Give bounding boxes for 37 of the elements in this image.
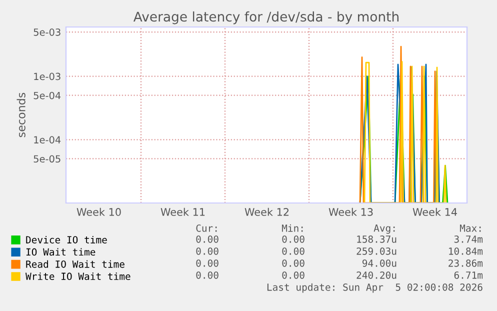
text: 10.84m [449, 247, 483, 255]
legend-label: Device IO time [26, 236, 107, 244]
text: Avg: [374, 224, 395, 234]
text: Cur: [196, 224, 217, 232]
text: Max: [460, 224, 481, 232]
chart-title: Average latency for /dev/sda - by month [133, 11, 399, 24]
text: Min: [282, 224, 303, 232]
x-tick-label: Week 11 [160, 208, 205, 216]
text: 94.00u [362, 259, 396, 267]
x-tick-label: Week 12 [244, 208, 289, 216]
y-axis-title: seconds [16, 92, 26, 138]
legend-label: IO Wait time [26, 248, 96, 256]
x-tick-label: Week 14 [412, 208, 457, 216]
legend-label: Read IO Wait time [26, 260, 124, 268]
text: 0.00 [282, 259, 304, 267]
text: 0.00 [196, 235, 218, 243]
text: 240.20u [356, 271, 396, 279]
text: Last update: Sun Apr 5 02:00:08 2026 [267, 283, 482, 293]
text: 23.86m [448, 259, 483, 267]
text: 259.03u [356, 247, 396, 255]
text: 0.00 [196, 271, 218, 279]
text: 0.00 [196, 247, 218, 255]
y-tick-label: 1e-04 [34, 136, 61, 144]
text: 3.74m [454, 235, 483, 243]
text: 0.00 [282, 271, 304, 279]
y-tick-label: 5e-03 [34, 28, 60, 36]
x-tick-label: Week 10 [76, 208, 121, 216]
y-tick-label: 5e-05 [34, 155, 60, 163]
y-tick-label: 1e-03 [34, 72, 60, 80]
legend-label: Write IO Wait time [26, 272, 130, 280]
y-tick-label: 5e-04 [34, 92, 61, 100]
x-tick-label: Week 13 [328, 208, 373, 216]
text: 6.71m [454, 271, 483, 279]
text: 0.00 [196, 259, 218, 267]
text: 0.00 [282, 235, 304, 243]
text: 158.37u [357, 235, 396, 243]
text: 0.00 [282, 247, 304, 255]
